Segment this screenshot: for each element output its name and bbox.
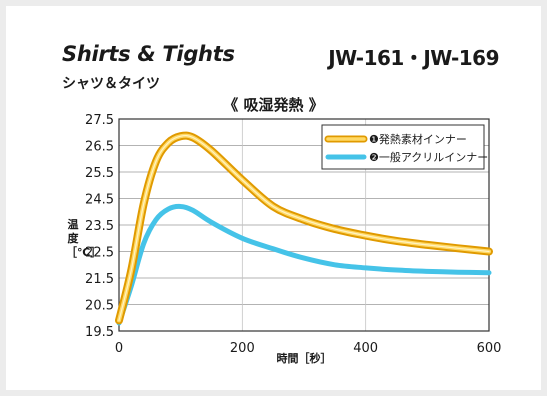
title-english: Shirts & Tights	[62, 42, 235, 66]
y-tick-label: 27.5	[85, 113, 114, 128]
y-tick-label: 20.5	[85, 299, 114, 314]
legend-label: ❷一般アクリルインナー	[369, 151, 488, 164]
y-tick-label: 24.5	[85, 193, 114, 208]
title-japanese: シャツ＆タイツ	[62, 76, 160, 92]
x-axis-label: 時間［秒］	[277, 351, 332, 365]
x-tick-label: 600	[477, 341, 502, 356]
series-line-acrylic	[116, 203, 492, 326]
y-tick-label: 25.5	[85, 166, 114, 181]
plot-frame	[118, 118, 490, 332]
y-tick-label: 19.5	[85, 325, 114, 340]
y-tick-label: 22.5	[85, 246, 114, 261]
x-tick-label: 400	[353, 341, 378, 356]
x-tick-label: 200	[230, 341, 255, 356]
series-lines	[115, 131, 493, 326]
legend: ❶発熱素材インナー ❷一般アクリルインナー	[321, 124, 488, 170]
model-number: JW-161・JW-169	[328, 46, 499, 70]
chart-card	[6, 6, 541, 390]
y-tick-label: 21.5	[85, 272, 114, 287]
chart-subtitle: 《 吸湿発熱 》	[223, 96, 324, 114]
y-tick-label: 26.5	[85, 140, 114, 155]
x-tick-label: 0	[115, 341, 123, 356]
legend-box	[321, 124, 485, 170]
series-line-heat-highlight	[118, 134, 490, 321]
y-tick-label: 23.5	[85, 219, 114, 234]
axis-ticks: 19.5 20.5 21.5 22.5 23.5 24.5 25.5 26.5 27.5 0 200…	[85, 113, 501, 356]
legend-label: ❶発熱素材インナー	[369, 132, 467, 146]
